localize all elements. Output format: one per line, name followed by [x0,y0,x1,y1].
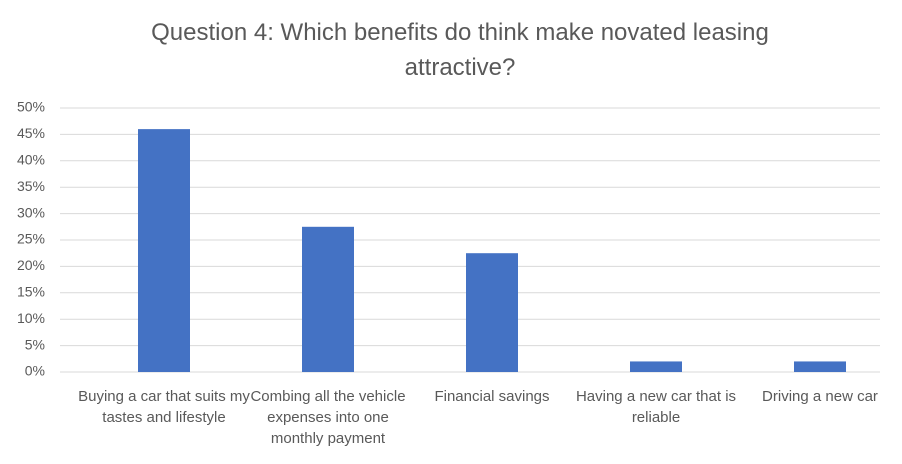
y-tick-label: 25% [17,231,45,247]
y-tick-label: 40% [17,152,45,168]
y-tick-label: 45% [17,125,45,141]
chart-title: Question 4: Which benefits do think make… [151,19,769,81]
y-tick-label: 50% [17,99,45,115]
x-tick-label: Financial savings [434,388,550,405]
y-tick-label: 10% [17,310,45,326]
x-tick-label: Having a new car that is reliable [575,388,737,426]
bar [630,361,682,372]
y-tick-label: 15% [17,284,45,300]
y-tick-label: 0% [25,363,45,379]
y-tick-label: 35% [17,178,45,194]
x-tick-label: Combing all the vehicle expenses into on… [250,388,406,447]
y-tick-label: 30% [17,204,45,220]
x-tick-label: Driving a new car [762,388,878,405]
x-tick-label: Buying a car that suits my tastes and li… [78,388,250,426]
y-tick-label: 20% [17,257,45,273]
bar [302,226,354,372]
bar [466,253,518,372]
y-tick-label: 5% [25,336,45,352]
bar [794,361,846,372]
bar [138,129,190,372]
